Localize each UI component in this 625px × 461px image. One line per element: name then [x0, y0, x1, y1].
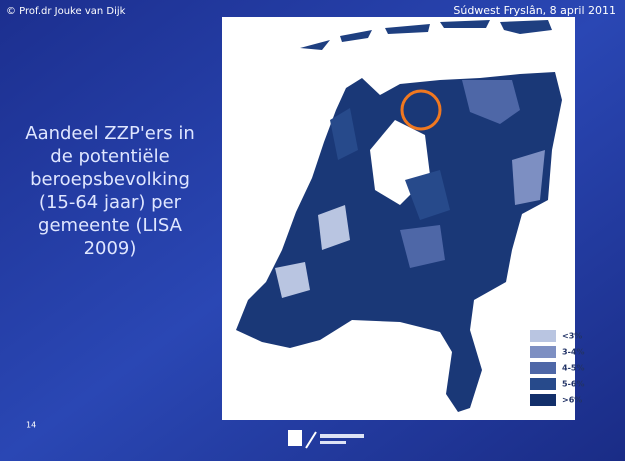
event: Súdwest Fryslân, 8 april 2011	[453, 4, 616, 17]
legend-swatch	[530, 362, 556, 374]
title-line: Aandeel ZZP'ers in	[25, 123, 195, 144]
legend-label: 4-5%	[562, 364, 584, 373]
legend-label: 3-4%	[562, 348, 584, 357]
author: © Prof.dr Jouke van Dijk	[6, 6, 126, 17]
title-line: beroepsbevolking	[30, 169, 190, 190]
title-line: gemeente (LISA	[38, 215, 183, 236]
slide: © Prof.dr Jouke van Dijk Súdwest Fryslân…	[0, 0, 625, 461]
legend-label: <3%	[562, 332, 582, 341]
legend-label: 5-6%	[562, 380, 584, 389]
legend-swatch	[530, 394, 556, 406]
title-line: de potentiële	[50, 146, 169, 167]
legend-label: >6%	[562, 396, 582, 405]
page-number: 14	[26, 421, 36, 430]
legend-swatch	[530, 378, 556, 390]
legend-swatch	[530, 346, 556, 358]
legend-swatch	[530, 330, 556, 342]
title-line: 2009)	[84, 238, 137, 259]
title-line: (15-64 jaar) per	[39, 192, 182, 213]
